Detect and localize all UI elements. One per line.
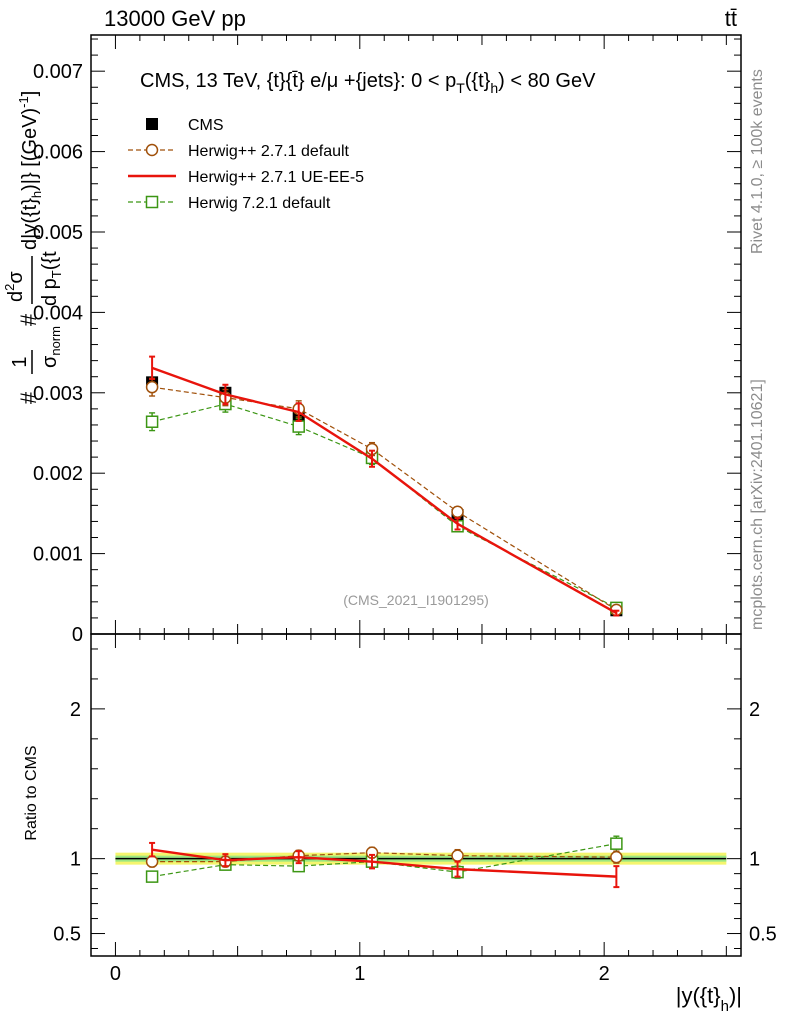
ratio-y-tick-labels: 0.5 1 2 [53, 699, 81, 946]
data-point-marker [145, 870, 159, 883]
y-label-d2sigma: d2σ [2, 271, 27, 302]
energy-label: 13000 GeV pp [104, 6, 246, 31]
mcplots-label: mcplots.cern.ch [arXiv:2401.10621] [749, 379, 766, 630]
y-tick-label: 0 [72, 624, 83, 646]
series-line [151, 366, 617, 615]
plot-title: CMS, 13 TeV, {t}{t̄} e/μ +{jets}: 0 < pT… [140, 70, 596, 96]
data-point-marker [610, 837, 623, 850]
data-point-marker [146, 118, 158, 130]
rivet-version-label: Rivet 4.1.0, ≥ 100k events [749, 69, 766, 254]
ratio-y-tick-label: 1 [70, 849, 81, 871]
y-label-suffix-sub: h [29, 191, 44, 198]
series-line [151, 843, 617, 878]
title-part: ({t} [465, 70, 491, 92]
series-line [151, 848, 617, 878]
ratio-panel-frame [90, 633, 742, 957]
series-line [152, 852, 617, 863]
legend: CMS Herwig++ 2.7.1 default Herwig++ 2.7.1 … [128, 117, 364, 212]
ratio-y-tick-label-right: 0.5 [749, 924, 777, 946]
main-y-tick-labels: 0 0.001 0.002 0.003 0.004 0.005 0.006 0.007 [33, 61, 83, 646]
series-herwigpp_ueee5 [149, 841, 620, 889]
ratio-y-tick-label-right: 2 [749, 699, 760, 721]
legend-label: Herwig++ 2.7.1 default [188, 143, 350, 160]
ratio-y-tick-labels-right: 0.5 1 2 [749, 699, 777, 946]
y-label-denominator: d pT({t [39, 251, 64, 306]
x-tick-label: 2 [599, 963, 610, 985]
y-tick-label: 0.007 [33, 61, 83, 83]
legend-label: Herwig 7.2.1 default [188, 195, 331, 212]
x-label-post: )| [729, 983, 742, 1008]
y-label-sigma-sub: norm [48, 326, 63, 356]
y-label-sigma2: σ [5, 271, 27, 284]
y-tick-label: 0.005 [33, 222, 83, 244]
legend-entry-cms: CMS [146, 117, 224, 134]
y-label-suffix: d|y({t}h)|} [(GeV)-1] [16, 91, 44, 250]
y-label-denom-rest: ({t [39, 251, 61, 270]
analysis-watermark: (CMS_2021_I1901295) [343, 592, 489, 608]
series-herwigpp_default [145, 377, 623, 617]
data-point-marker [145, 415, 159, 428]
ratio-axis-ticks [91, 634, 741, 956]
ratio-y-tick-label-right: 1 [749, 849, 760, 871]
title-part: CMS, 13 TeV, {t}{t̄} e/μ +{jets}: 0 < p [140, 70, 456, 92]
legend-entry-herwigpp_ueee5: Herwig++ 2.7.1 UE-EE-5 [128, 169, 364, 186]
y-label-d-sup: 2 [2, 284, 17, 291]
y-label-denom: d p [39, 278, 61, 306]
legend-label: CMS [188, 117, 224, 134]
y-label-d: d [5, 291, 27, 302]
y-tick-label: 0.002 [33, 463, 83, 485]
data-point-marker [145, 195, 159, 209]
y-label-one: 1 [9, 356, 31, 367]
title-subscript: h [490, 80, 498, 96]
data-point-marker [145, 380, 159, 394]
y-label-suffix-text: d|y({t} [19, 198, 41, 250]
series-line [152, 386, 617, 611]
x-tick-label: 0 [110, 963, 121, 985]
y-label-suffix-rest: )|} [(GeV) [19, 108, 41, 191]
main-series [145, 355, 623, 617]
ratio-series [145, 835, 623, 889]
series-cms [146, 376, 623, 617]
legend-entry-herwigpp_default: Herwig++ 2.7.1 default [128, 143, 350, 160]
x-axis-label: |y({t}h)| [676, 983, 742, 1015]
x-label-pre: |y({t} [676, 983, 721, 1008]
y-tick-label: 0.003 [33, 383, 83, 405]
data-point-marker [610, 850, 623, 864]
legend-label: Herwig++ 2.7.1 UE-EE-5 [188, 169, 364, 186]
data-point-marker [451, 505, 464, 519]
series-herwig7 [145, 395, 623, 615]
y-label-hash2: # [16, 313, 41, 326]
y-label-sigma: σ [39, 355, 61, 368]
y-label-denom-sub: T [49, 270, 64, 278]
x-label-sub: h [721, 998, 729, 1015]
legend-entry-herwig7: Herwig 7.2.1 default [128, 195, 331, 212]
y-label-hash1: # [16, 391, 41, 404]
series-line [151, 403, 617, 609]
ratio-y-tick-label: 2 [70, 699, 81, 721]
y-tick-label: 0.006 [33, 142, 83, 164]
data-point-marker [145, 143, 159, 157]
series-herwigpp_ueee5 [149, 355, 620, 617]
title-subscript: T [456, 80, 465, 96]
y-label-suffix-sup: -1 [16, 96, 31, 108]
x-tick-label: 1 [354, 963, 365, 985]
y-tick-label: 0.004 [33, 302, 83, 324]
data-point-marker [451, 849, 464, 862]
main-axis-ticks [91, 35, 741, 635]
data-point-marker [292, 420, 305, 433]
title-part: ) < 80 GeV [498, 70, 596, 92]
main-y-axis-label: # 1 σnorm # d2σ d pT({t d|y({t}h)|} [(Ge… [2, 91, 64, 404]
ratio-y-tick-label: 0.5 [53, 924, 81, 946]
process-label: tt̄ [725, 6, 737, 31]
ratio-y-axis-label: Ratio to CMS [23, 745, 40, 840]
y-tick-label: 0.001 [33, 544, 83, 566]
data-point-marker [145, 855, 159, 868]
y-label-sigma-norm: σnorm [39, 326, 63, 368]
ratio-x-tick-labels: 0 1 2 [110, 963, 610, 985]
y-label-suffix-end: ] [19, 91, 41, 97]
